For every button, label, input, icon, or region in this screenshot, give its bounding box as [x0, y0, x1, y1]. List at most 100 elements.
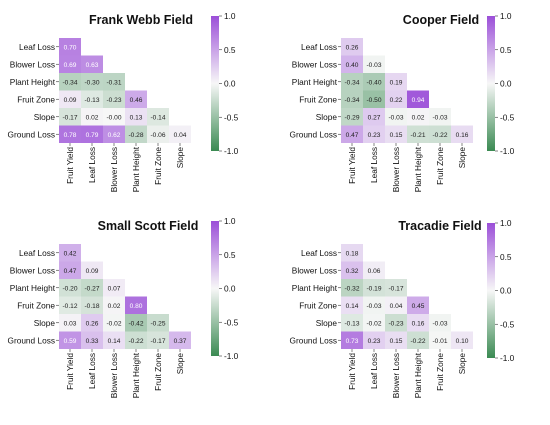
cell-value-label: 0.37	[174, 338, 187, 345]
heatmap-cell	[81, 261, 103, 279]
column-label: Slope	[175, 353, 185, 375]
cell-value-label: -0.31	[106, 79, 121, 86]
heatmap-cell	[341, 314, 363, 332]
heatmap-cell	[103, 108, 125, 126]
heatmap-cell	[59, 331, 81, 349]
column-label: Slope	[175, 147, 185, 169]
heatmap-cell	[341, 279, 363, 297]
heatmap-cell	[59, 261, 81, 279]
heatmap-cell	[59, 314, 81, 332]
heatmap-cell	[385, 279, 407, 297]
colorbar-tick-label: 0.0	[224, 79, 236, 89]
heatmap-cell	[363, 55, 385, 73]
cell-value-label: 0.78	[64, 132, 77, 139]
heatmap-cell	[125, 90, 147, 108]
cell-value-label: -0.19	[366, 285, 381, 292]
cell-value-label: -0.18	[84, 303, 99, 310]
cell-value-label: -0.02	[366, 320, 381, 327]
cell-value-label: 0.04	[174, 132, 187, 139]
heatmap-cell	[407, 125, 429, 143]
cell-value-label: -0.22	[128, 338, 143, 345]
row-label: Leaf Loss	[19, 42, 55, 52]
heatmap-panel-1: Frank Webb Field 0.70 0.69 0.63 -0.34 -0.30 -0…	[7, 11, 238, 192]
cell-value-label: 0.40	[346, 62, 359, 69]
cell-value-label: 0.69	[64, 62, 77, 69]
heatmap-cell	[81, 55, 103, 73]
heatmap-cell	[59, 73, 81, 91]
row-label: Blower Loss	[292, 59, 337, 69]
heatmap-cell	[429, 331, 451, 349]
heatmap-cell	[407, 296, 429, 314]
heatmap-cell	[81, 125, 103, 143]
row-label: Fruit Zone	[17, 300, 55, 310]
colorbar	[211, 221, 219, 356]
heatmap-cell	[125, 331, 147, 349]
cell-value-label: 0.09	[86, 268, 99, 275]
column-label: Fruit Yield	[347, 353, 357, 390]
heatmap-cell	[59, 90, 81, 108]
heatmap-cell	[59, 279, 81, 297]
heatmap-cell	[341, 296, 363, 314]
cell-value-label: 0.10	[456, 338, 469, 345]
cell-value-label: -0.34	[62, 79, 77, 86]
heatmap-cell	[385, 90, 407, 108]
heatmap-cell	[407, 331, 429, 349]
cell-value-label: 0.33	[86, 338, 99, 345]
heatmap-cell	[341, 73, 363, 91]
heatmap-cell	[81, 314, 103, 332]
row-label: Plant Height	[10, 77, 56, 87]
cell-value-label: -0.34	[344, 97, 359, 104]
cell-value-label: 0.27	[368, 114, 381, 121]
heatmap-cell	[103, 314, 125, 332]
colorbar-tick-label: 0.5	[224, 45, 236, 55]
row-label: Ground Loss	[7, 129, 55, 139]
heatmap-cell	[125, 296, 147, 314]
heatmap-cell	[81, 73, 103, 91]
row-label: Fruit Zone	[299, 300, 337, 310]
heatmap-cell	[59, 38, 81, 56]
heatmap-cell	[429, 314, 451, 332]
heatmap-cell	[451, 331, 473, 349]
heatmap-cell	[363, 125, 385, 143]
column-label: Leaf Loss	[87, 147, 97, 183]
row-label: Ground Loss	[289, 335, 337, 345]
heatmap-cell	[341, 55, 363, 73]
heatmap-cell	[81, 331, 103, 349]
row-label: Fruit Zone	[17, 94, 55, 104]
column-label: Blower Loss	[391, 147, 401, 192]
colorbar-tick-label: 1.0	[224, 11, 236, 21]
column-label: Slope	[457, 353, 467, 375]
cell-value-label: 0.32	[346, 268, 359, 275]
heatmap-cell	[385, 125, 407, 143]
heatmap-cell	[59, 296, 81, 314]
cell-value-label: -0.40	[366, 79, 381, 86]
cell-value-label: 0.70	[64, 44, 77, 51]
heatmap-cell	[451, 125, 473, 143]
colorbar-tick-label: 0.0	[500, 79, 512, 89]
cell-value-label: 0.02	[86, 114, 99, 121]
heatmap-cell	[363, 314, 385, 332]
heatmap-panel-4: Tracadie Field 0.18 0.32 0.06 -0.32 -0.19 -0.1…	[289, 218, 514, 398]
heatmap-cell	[407, 108, 429, 126]
panel-title: Tracadie Field	[398, 219, 481, 233]
row-label: Slope	[316, 112, 338, 122]
cell-value-label: 0.02	[412, 114, 425, 121]
cell-value-label: -0.42	[128, 320, 143, 327]
row-label: Blower Loss	[10, 265, 55, 275]
cell-value-label: -0.23	[388, 320, 403, 327]
row-label: Fruit Zone	[299, 94, 337, 104]
row-label: Slope	[34, 112, 56, 122]
cell-value-label: -0.03	[366, 303, 381, 310]
heatmap-cell	[385, 108, 407, 126]
heatmap-cell	[385, 314, 407, 332]
column-label: Leaf Loss	[369, 353, 379, 389]
cell-value-label: 0.42	[64, 250, 77, 257]
heatmap-panel-2: Cooper Field 0.26 0.40 -0.03 -0.34 -0.40 0.19 -…	[289, 11, 514, 192]
cell-value-label: -0.03	[432, 320, 447, 327]
cell-value-label: -0.03	[366, 62, 381, 69]
cell-value-label: 0.13	[130, 114, 143, 121]
colorbar-tick-label: -1.0	[500, 353, 515, 363]
colorbar-tick-label: -1.0	[224, 146, 239, 156]
heatmap-cell	[125, 125, 147, 143]
